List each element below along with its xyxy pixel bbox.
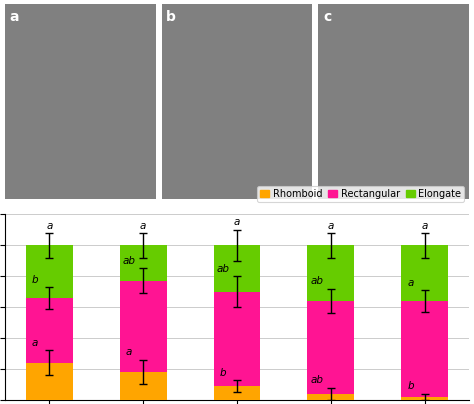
- Bar: [401, 245, 448, 301]
- Text: a: a: [126, 347, 132, 358]
- Bar: [26, 363, 73, 400]
- Text: ab: ab: [217, 264, 229, 274]
- Text: ab: ab: [310, 276, 323, 286]
- Text: a: a: [328, 221, 334, 231]
- Text: a: a: [421, 221, 428, 231]
- Text: a: a: [46, 221, 53, 231]
- Bar: [214, 245, 260, 292]
- Text: a: a: [234, 217, 240, 227]
- Bar: [120, 281, 167, 372]
- Text: b: b: [166, 10, 176, 24]
- Text: ab: ab: [123, 256, 136, 266]
- Bar: [401, 301, 448, 397]
- Text: b: b: [407, 381, 414, 391]
- Bar: [214, 386, 260, 400]
- Bar: [214, 292, 260, 386]
- Text: c: c: [323, 10, 331, 24]
- Text: a: a: [408, 278, 414, 288]
- Text: b: b: [32, 275, 38, 285]
- Bar: [307, 301, 354, 394]
- Text: a: a: [32, 338, 38, 348]
- Bar: [401, 397, 448, 400]
- Legend: Rhomboid, Rectangular, Elongate: Rhomboid, Rectangular, Elongate: [257, 186, 465, 202]
- Bar: [307, 245, 354, 301]
- Text: a: a: [9, 10, 19, 24]
- Bar: [307, 394, 354, 400]
- Bar: [26, 298, 73, 363]
- Bar: [26, 245, 73, 298]
- Text: a: a: [140, 221, 146, 231]
- Bar: [120, 245, 167, 281]
- Bar: [120, 372, 167, 400]
- Text: b: b: [219, 368, 226, 377]
- Text: ab: ab: [310, 375, 323, 385]
